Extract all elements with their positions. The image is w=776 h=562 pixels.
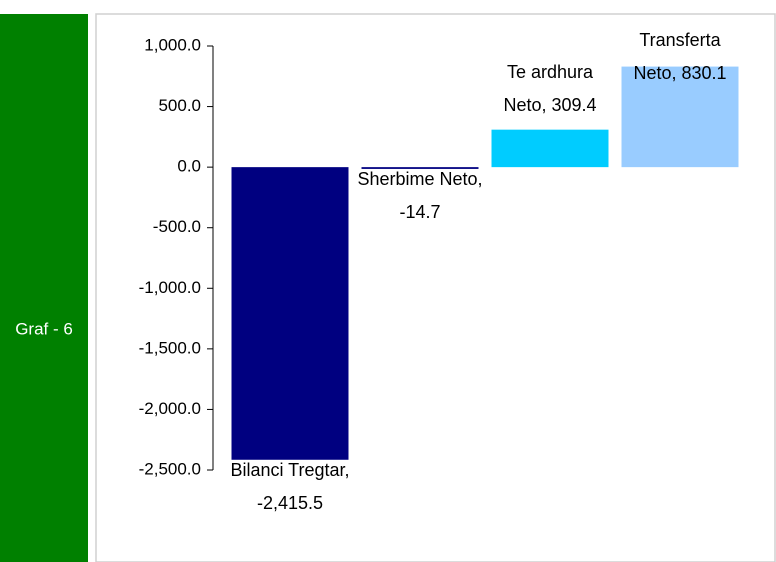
y-tick-label: -500.0 — [153, 217, 201, 236]
y-tick-label: 1,000.0 — [144, 35, 201, 54]
y-tick-label: -1,000.0 — [139, 278, 201, 297]
bar — [621, 66, 739, 168]
data-label: Sherbime Neto, -14.7 — [357, 168, 483, 222]
bar — [231, 167, 349, 460]
data-label-box: Sherbime Neto, -14.7 — [357, 168, 483, 222]
y-tick-label: -2,000.0 — [139, 399, 201, 418]
data-label-box: Te ardhura Neto, 309.4 — [503, 61, 597, 115]
side-label: Graf - 6 — [15, 319, 73, 338]
data-label-box: Bilanci Tregtar, -2,415.5 — [230, 459, 350, 513]
y-tick-label: -2,500.0 — [139, 459, 201, 478]
data-label: Te ardhura Neto, 309.4 — [503, 61, 597, 115]
y-tick-label: 0.0 — [177, 157, 201, 176]
bar — [491, 129, 609, 168]
data-label: Bilanci Tregtar, -2,415.5 — [230, 459, 350, 513]
y-tick-label: 500.0 — [158, 96, 201, 115]
bar — [361, 167, 479, 169]
side-panel — [0, 14, 88, 562]
data-label-box: Transferta Neto, 830.1 — [633, 30, 727, 83]
data-label: Transferta Neto, 830.1 — [633, 30, 727, 83]
y-tick-label: -1,500.0 — [139, 338, 201, 357]
